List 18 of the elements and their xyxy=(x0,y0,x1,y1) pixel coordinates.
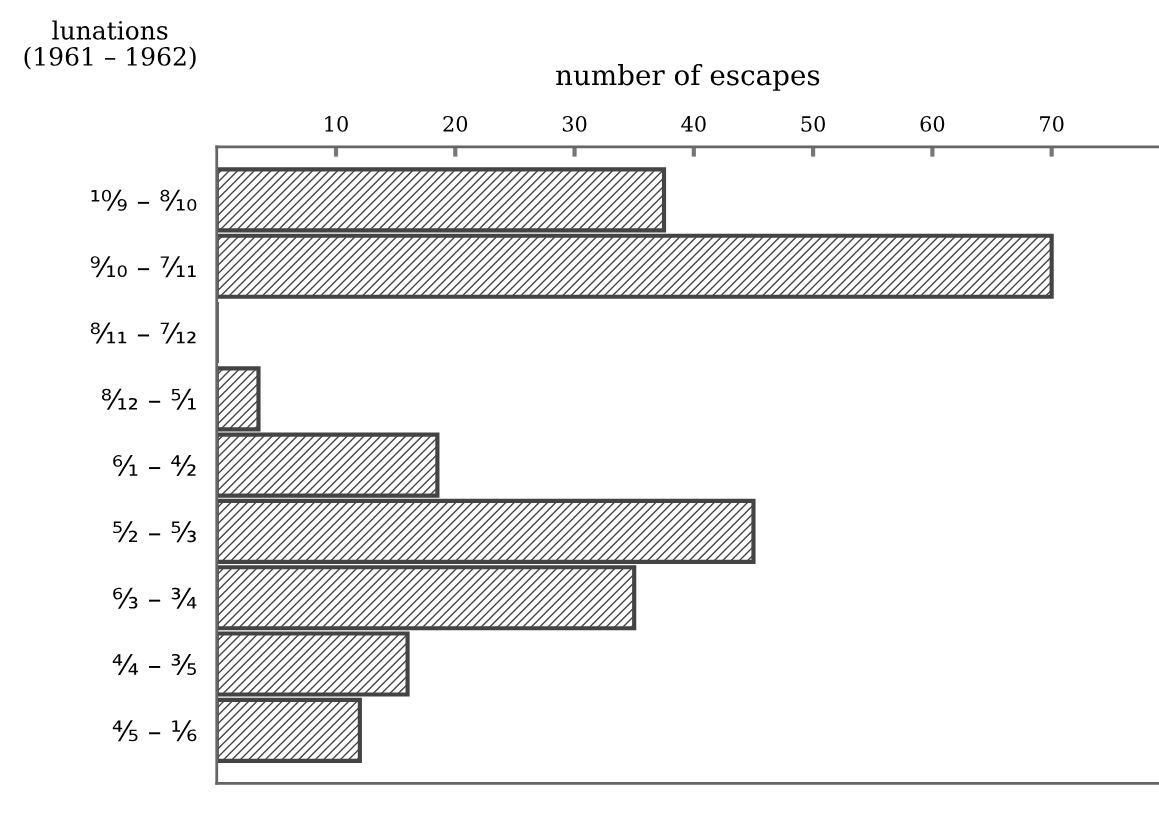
y-tick-label: ⁴⁄₅ – ¹⁄₆ xyxy=(112,720,197,742)
x-axis-title: number of escapes xyxy=(556,63,820,91)
x-tick-label: 30 xyxy=(562,115,587,132)
y-tick-label: ⁶⁄₁ – ⁴⁄₂ xyxy=(113,455,196,477)
y-tick-label: ⁴⁄₄ – ³⁄₅ xyxy=(112,653,196,675)
y-tick-label: ¹⁰⁄₉ – ⁸⁄₁₀ xyxy=(91,189,197,211)
y-tick-label: ⁸⁄₁₂ – ⁵⁄₁ xyxy=(101,388,196,410)
x-tick-label: 60 xyxy=(920,115,945,132)
x-tick-label: 10 xyxy=(325,115,348,132)
y-tick-label: ⁵⁄₂ – ⁵⁄₃ xyxy=(113,521,196,543)
y-axis-title: lunations (1961 – 1962) xyxy=(24,20,196,70)
x-tick-label: 40 xyxy=(681,115,706,132)
y-tick-label: ⁶⁄₃ – ³⁄₄ xyxy=(113,587,197,609)
y-tick-label: ⁹⁄₁₀ – ⁷⁄₁₁ xyxy=(90,256,196,278)
y-tick-label: ⁸⁄₁₁ – ⁷⁄₁₂ xyxy=(90,322,196,344)
x-tick-label: 20 xyxy=(443,115,468,132)
x-tick-label: 70 xyxy=(1040,115,1064,132)
x-tick-label: 50 xyxy=(801,115,825,132)
